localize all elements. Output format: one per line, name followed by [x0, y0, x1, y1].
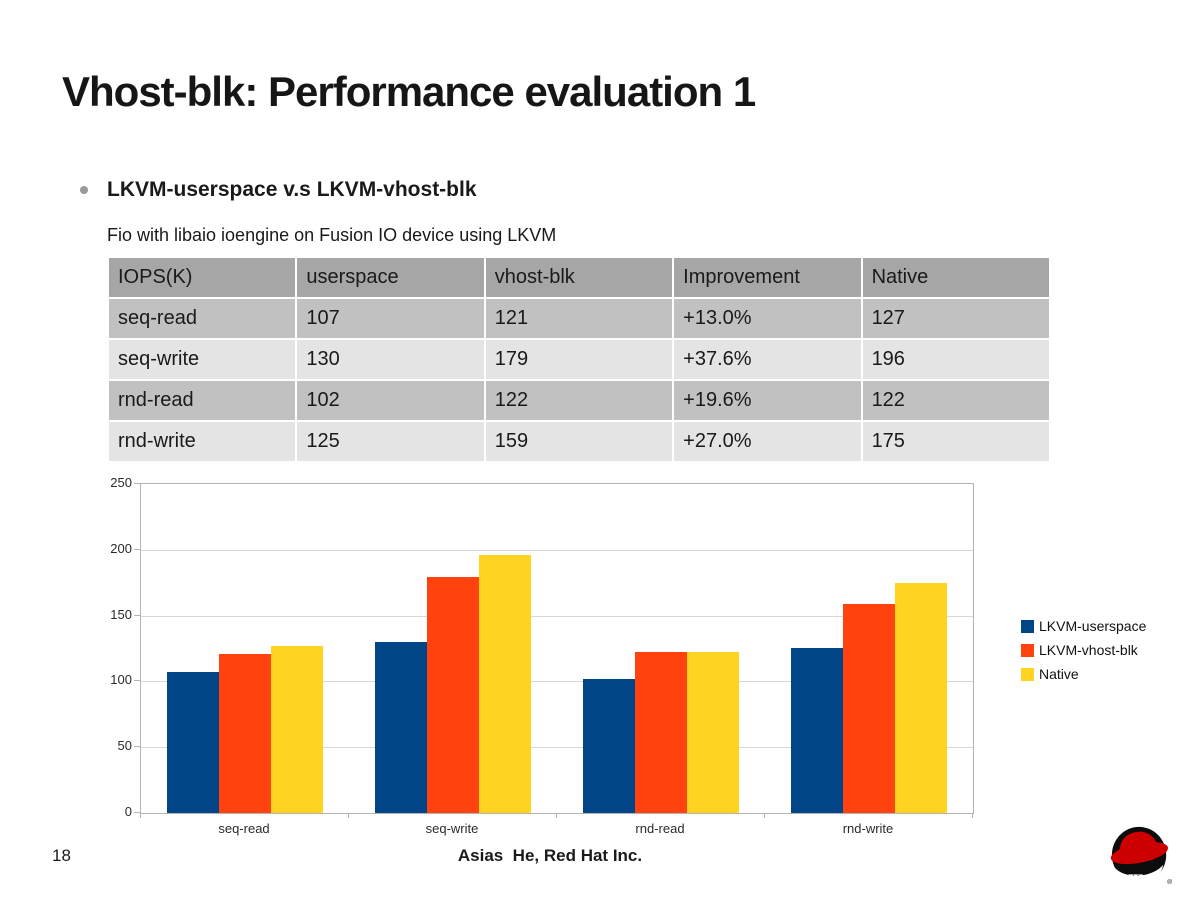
- table-cell: 107: [297, 299, 484, 338]
- table-cell: 125: [297, 422, 484, 461]
- gridline: [141, 616, 973, 617]
- gridline: [141, 550, 973, 551]
- y-axis-tick: [134, 812, 140, 813]
- bar-LKVM-vhost-blk-seq-read: [219, 654, 271, 813]
- x-axis-category-label: seq-write: [425, 821, 479, 836]
- table-row: rnd-write 125 159 +27.0% 175: [109, 422, 1049, 461]
- y-axis-tick: [134, 483, 140, 484]
- table-cell: 121: [485, 299, 673, 338]
- table-header-cell: Improvement: [674, 258, 861, 297]
- table-cell: seq-read: [109, 299, 296, 338]
- table-header-cell: vhost-blk: [485, 258, 673, 297]
- y-axis-tick-label: 50: [117, 738, 132, 753]
- bar-LKVM-vhost-blk-seq-write: [427, 577, 479, 813]
- table-cell: +27.0%: [674, 422, 861, 461]
- bar-Native-seq-read: [271, 646, 323, 813]
- y-axis-tick-label: 200: [110, 541, 132, 556]
- table-cell: 122: [485, 381, 673, 420]
- bar-LKVM-userspace-seq-read: [167, 672, 219, 813]
- x-axis-tick: [140, 814, 141, 818]
- y-axis-tick: [134, 680, 140, 681]
- legend-item: LKVM-userspace: [1021, 614, 1146, 638]
- table-header-cell: userspace: [297, 258, 484, 297]
- chart-legend: LKVM-userspace LKVM-vhost-blk Native: [1021, 614, 1146, 686]
- bar-LKVM-userspace-seq-write: [375, 642, 427, 813]
- x-axis-tick: [972, 814, 973, 818]
- results-table: IOPS(K) userspace vhost-blk Improvement Nati…: [107, 256, 1051, 463]
- table-cell: 102: [297, 381, 484, 420]
- table-cell: 127: [862, 299, 1049, 338]
- table-cell: rnd-write: [109, 422, 296, 461]
- bar-LKVM-vhost-blk-rnd-read: [635, 652, 687, 813]
- legend-label: LKVM-vhost-blk: [1039, 642, 1138, 658]
- footer-credit: Asias He, Red Hat Inc.: [457, 846, 643, 865]
- bullet-text: LKVM-userspace v.s LKVM-vhost-blk: [107, 178, 477, 201]
- table-row: seq-read 107 121 +13.0% 127: [109, 299, 1049, 338]
- table-cell: +37.6%: [674, 340, 861, 379]
- legend-swatch-icon: [1021, 619, 1034, 633]
- page-number: 18: [52, 846, 71, 865]
- legend-item: LKVM-vhost-blk: [1021, 638, 1146, 662]
- legend-swatch-icon: [1021, 643, 1034, 657]
- bar-LKVM-userspace-rnd-read: [583, 679, 635, 813]
- y-axis-tick-label: 250: [110, 475, 132, 490]
- bar-Native-rnd-read: [687, 652, 739, 813]
- table-row: seq-write 130 179 +37.6% 196: [109, 340, 1049, 379]
- gridline: [141, 747, 973, 748]
- bullet-dot-icon: [80, 186, 88, 194]
- red-hat-shadowman-logo: ®: [1110, 826, 1172, 886]
- chart-plot-area: [140, 483, 974, 814]
- bar-Native-seq-write: [479, 555, 531, 813]
- table-header-cell: Native: [862, 258, 1049, 297]
- legend-item: Native: [1021, 662, 1146, 686]
- x-axis-category-label: rnd-write: [842, 821, 894, 836]
- table-cell: 175: [862, 422, 1049, 461]
- y-axis-tick: [134, 549, 140, 550]
- table-cell: rnd-read: [109, 381, 296, 420]
- table-cell: 179: [485, 340, 673, 379]
- x-axis-tick: [556, 814, 557, 818]
- x-axis-tick: [348, 814, 349, 818]
- table-cell: +13.0%: [674, 299, 861, 338]
- bullet-item: LKVM-userspace v.s LKVM-vhost-blk: [80, 178, 477, 202]
- x-axis-category-label: seq-read: [218, 821, 270, 836]
- bar-Native-rnd-write: [895, 583, 947, 813]
- y-axis-tick-label: 100: [110, 672, 132, 687]
- table-cell: +19.6%: [674, 381, 861, 420]
- table-header-cell: IOPS(K): [109, 258, 296, 297]
- bar-LKVM-userspace-rnd-write: [791, 648, 843, 813]
- x-axis-tick: [764, 814, 765, 818]
- table-row: rnd-read 102 122 +19.6% 122: [109, 381, 1049, 420]
- table-cell: 159: [485, 422, 673, 461]
- legend-label: Native: [1039, 666, 1079, 682]
- bar-LKVM-vhost-blk-rnd-write: [843, 604, 895, 813]
- table-cell: seq-write: [109, 340, 296, 379]
- table-cell: 196: [862, 340, 1049, 379]
- slide-subtitle: Fio with libaio ioengine on Fusion IO de…: [107, 225, 557, 245]
- x-axis-category-label: rnd-read: [635, 821, 685, 836]
- table-cell: 122: [862, 381, 1049, 420]
- y-axis-tick-label: 0: [124, 804, 132, 819]
- legend-label: LKVM-userspace: [1039, 618, 1147, 634]
- table-cell: 130: [297, 340, 484, 379]
- y-axis-tick: [134, 615, 140, 616]
- slide-title: Vhost-blk: Performance evaluation 1: [62, 68, 756, 115]
- gridline: [141, 681, 973, 682]
- results-table-body: seq-read 107 121 +13.0% 127 seq-write 130 179 +3…: [109, 299, 1049, 461]
- y-axis-tick-label: 150: [110, 607, 132, 622]
- svg-text:®: ®: [1167, 878, 1172, 886]
- results-table-head-row: IOPS(K) userspace vhost-blk Improvement Nati…: [109, 258, 1049, 297]
- legend-swatch-icon: [1021, 667, 1034, 681]
- y-axis-tick: [134, 746, 140, 747]
